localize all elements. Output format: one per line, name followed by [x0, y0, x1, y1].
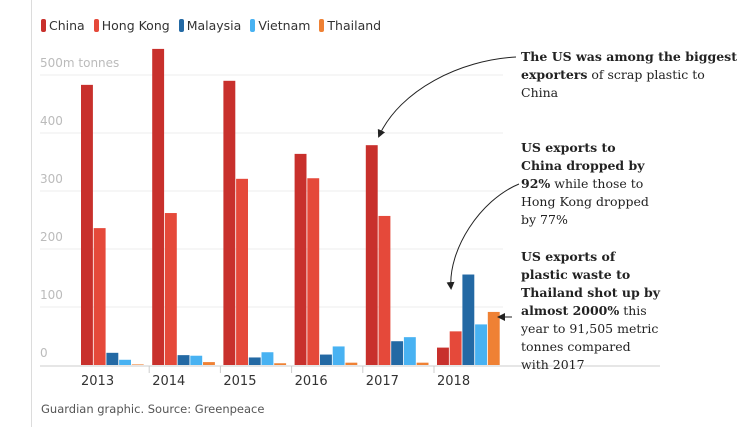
legend-swatch	[250, 19, 256, 32]
bar-vietnam-2013	[119, 359, 131, 365]
bar-vietnam-2016	[332, 346, 345, 365]
bar-china-2018	[437, 347, 449, 365]
bar-hong-kong-2018	[449, 331, 462, 365]
bar-vietnam-2015	[261, 352, 274, 365]
legend-item-hong-kong: Hong Kong	[93, 18, 170, 33]
legend-label: Thailand	[327, 18, 382, 33]
bar-thailand-2014	[203, 362, 215, 365]
arrow-annotation-1	[377, 56, 517, 138]
bar-vietnam-2017	[403, 337, 416, 365]
bar-china-2013	[81, 84, 93, 366]
y-tick-label: 300	[40, 172, 63, 186]
bar-hong-kong-2013	[93, 228, 106, 365]
bar-china-2017	[365, 145, 378, 365]
annotation-2: US exports to China dropped by 92% while…	[521, 140, 649, 227]
bar-thailand-2015	[274, 363, 287, 365]
bar-malaysia-2017	[391, 341, 404, 365]
bar-china-2016	[294, 153, 307, 365]
legend-swatch	[93, 19, 99, 32]
bar-thailand-2017	[416, 362, 429, 365]
legend-label: Vietnam	[258, 18, 311, 33]
y-tick-label: 200	[40, 230, 63, 244]
annotation-3: US exports of plastic waste to Thailand …	[521, 249, 661, 372]
legend: China Hong Kong Malaysia Vietnam Thailand	[41, 18, 381, 33]
bar-hong-kong-2014	[164, 213, 177, 365]
legend-item-malaysia: Malaysia	[178, 18, 242, 33]
x-tick-label: 2016	[295, 374, 328, 389]
legend-swatch	[319, 19, 325, 32]
frame-border	[31, 0, 32, 427]
legend-swatch	[178, 19, 184, 32]
y-tick-label: 0	[40, 346, 48, 360]
y-tick-label: 400	[40, 114, 63, 128]
bar-thailand-2016	[345, 362, 358, 365]
legend-item-china: China	[41, 18, 85, 33]
arrow-annotation-2	[446, 183, 520, 290]
bar-vietnam-2014	[190, 355, 203, 365]
bar-china-2014	[152, 48, 165, 366]
legend-label: China	[49, 18, 85, 33]
legend-item-vietnam: Vietnam	[250, 18, 310, 33]
bar-hong-kong-2015	[236, 178, 248, 365]
x-tick-label: 2017	[366, 374, 399, 389]
bar-malaysia-2013	[106, 352, 119, 365]
x-tick-label: 2018	[437, 374, 470, 389]
bar-hong-kong-2017	[378, 215, 391, 365]
bar-china-2015	[223, 80, 236, 366]
legend-label: Hong Kong	[101, 18, 170, 33]
x-tick-label: 2015	[223, 374, 256, 389]
bar-malaysia-2014	[177, 355, 190, 365]
bar-malaysia-2015	[248, 357, 261, 365]
y-tick-label: 500m tonnes	[40, 56, 119, 70]
bar-malaysia-2016	[320, 354, 332, 365]
x-tick-label: 2013	[81, 374, 114, 389]
legend-swatch	[41, 19, 46, 32]
bar-hong-kong-2016	[307, 178, 320, 365]
bar-vietnam-2018	[475, 324, 487, 365]
bar-malaysia-2018	[462, 274, 475, 365]
legend-item-thailand: Thailand	[319, 18, 381, 33]
bar-thailand-2018	[487, 311, 500, 365]
legend-label: Malaysia	[186, 18, 242, 33]
x-tick-label: 2014	[152, 374, 185, 389]
footer-source: Guardian graphic. Source: Greenpeace	[41, 402, 265, 416]
bar-thailand-2013	[131, 364, 144, 365]
y-tick-label: 100	[40, 288, 63, 302]
annotation-1: The US was among the biggest exporters o…	[521, 49, 737, 100]
